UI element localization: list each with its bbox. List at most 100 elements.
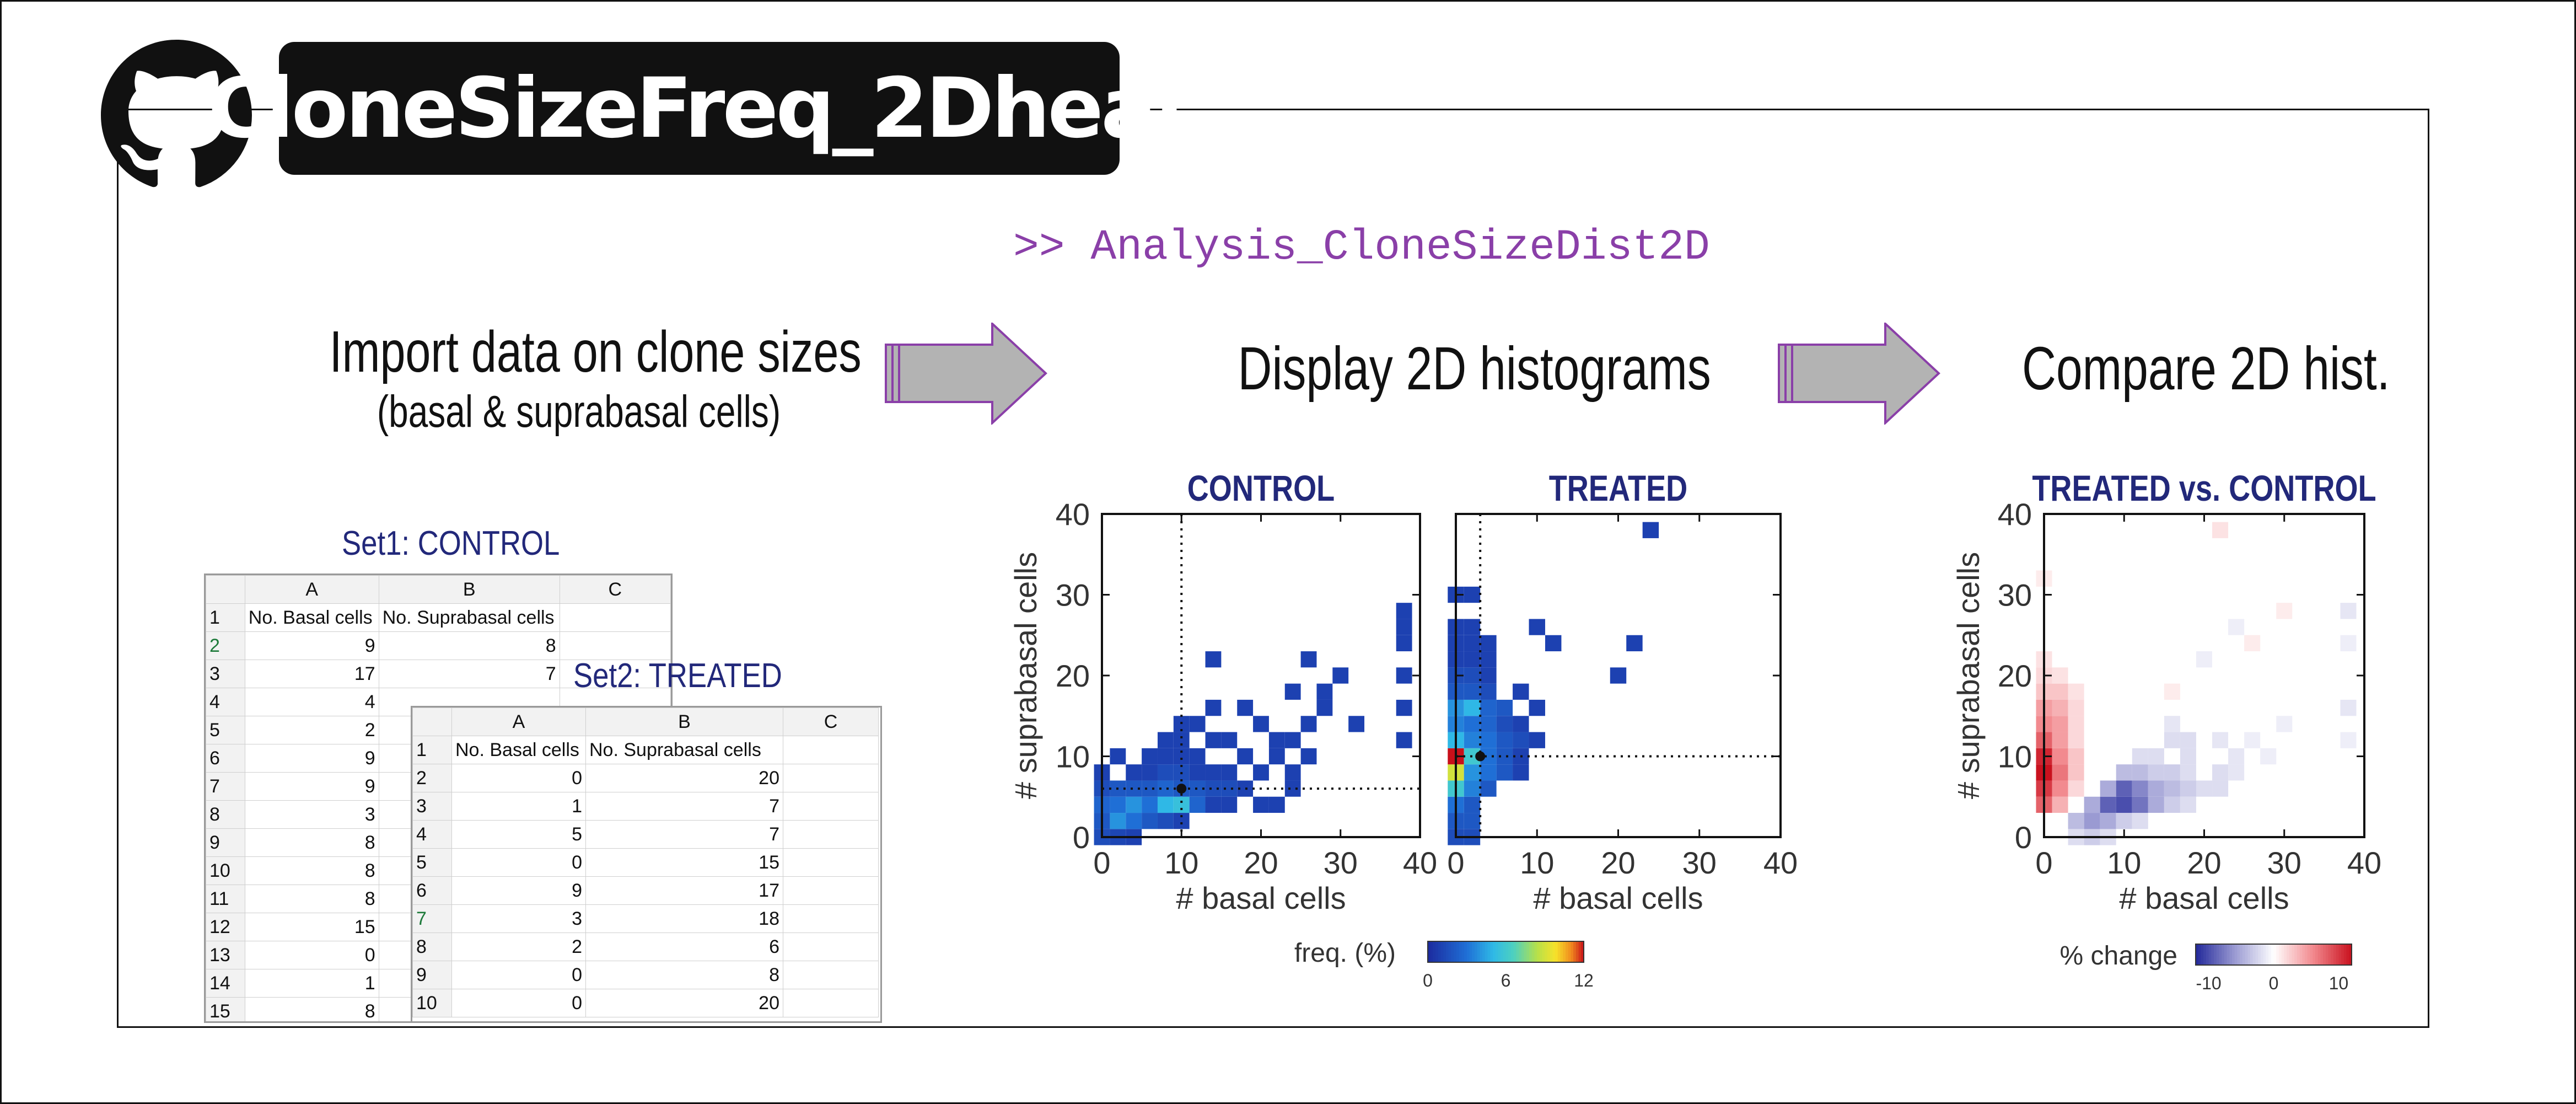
row-header[interactable]: 7: [412, 904, 452, 933]
heatmap-cell: [2148, 764, 2164, 781]
colorbar-tick-label: 12: [1574, 971, 1594, 990]
table-cell[interactable]: [783, 904, 879, 933]
row-header[interactable]: 10: [206, 856, 245, 885]
column-header[interactable]: C: [559, 575, 671, 604]
table-cell[interactable]: 2: [244, 716, 379, 744]
colorbar-segment: [2242, 944, 2246, 965]
heatmap-cell: [1480, 635, 1497, 652]
row-header[interactable]: 4: [412, 820, 452, 849]
table-cell[interactable]: [783, 820, 879, 849]
heatmap-cell: [1157, 732, 1174, 748]
table-cell[interactable]: 15: [244, 913, 379, 941]
row-header[interactable]: 4: [206, 688, 245, 716]
table-cell[interactable]: 7: [585, 820, 783, 849]
table-cell[interactable]: [783, 876, 879, 905]
table-cell[interactable]: No. Suprabasal cells: [585, 736, 783, 764]
column-header[interactable]: B: [378, 575, 560, 604]
table-cell[interactable]: 8: [244, 997, 379, 1021]
colorbar-label: % change: [2060, 941, 2178, 971]
column-header[interactable]: A: [451, 708, 586, 736]
table-cell[interactable]: 17: [585, 876, 783, 905]
table-cell[interactable]: [783, 932, 879, 961]
table-cell[interactable]: No. Basal cells: [451, 736, 586, 764]
heatmap-cell: [1464, 716, 1481, 732]
y-tick-label: 20: [1998, 658, 2032, 693]
table-cell[interactable]: 7: [585, 792, 783, 821]
table-cell[interactable]: 17: [244, 660, 379, 688]
heatmap-cell: [1529, 732, 1545, 748]
y-tick-label: 30: [1998, 578, 2032, 613]
table-cell[interactable]: 18: [585, 904, 783, 933]
colorbar-segment: [2292, 944, 2295, 965]
row-header[interactable]: 10: [412, 989, 452, 1017]
row-header[interactable]: 9: [206, 828, 245, 857]
heatmap-cell: [1126, 813, 1142, 829]
row-header[interactable]: 1: [412, 736, 452, 764]
table-cell[interactable]: [783, 764, 879, 792]
table-cell[interactable]: [559, 660, 671, 688]
row-header[interactable]: 8: [206, 800, 245, 829]
table-cell[interactable]: 9: [244, 772, 379, 801]
table-cell[interactable]: [559, 631, 671, 660]
row-header[interactable]: 8: [412, 932, 452, 961]
colorbar-tick-label: 0: [1423, 971, 1433, 990]
colorbar-segment: [1505, 941, 1509, 962]
table-cell[interactable]: 0: [451, 764, 586, 792]
heatmap-cell: [2116, 780, 2132, 797]
table-cell[interactable]: 5: [451, 820, 586, 849]
colorbar-segment: [2252, 944, 2256, 965]
corner-cell[interactable]: [206, 575, 245, 604]
row-header[interactable]: 2: [206, 631, 245, 660]
table-cell[interactable]: [783, 736, 879, 764]
table-cell[interactable]: 3: [244, 800, 379, 829]
table-cell[interactable]: 0: [451, 848, 586, 877]
heatmap-cell: [1221, 764, 1238, 781]
colorbar-segment: [1503, 941, 1507, 962]
heatmap-cell: [2084, 813, 2100, 829]
table-cell[interactable]: 20: [585, 764, 783, 792]
table-cell[interactable]: 7: [378, 660, 560, 688]
colorbar-segment: [1501, 941, 1504, 962]
corner-cell[interactable]: [412, 708, 452, 736]
table-cell[interactable]: 2: [451, 932, 586, 961]
row-header[interactable]: 3: [412, 792, 452, 821]
table-cell[interactable]: No. Suprabasal cells: [378, 603, 560, 632]
colorbar-segment: [2294, 944, 2298, 965]
colorbar-segment: [1545, 941, 1548, 962]
table-cell[interactable]: 20: [585, 989, 783, 1017]
x-tick-label: 0: [2035, 845, 2052, 880]
heatmap-cell: [2116, 796, 2132, 813]
heatmap-cell: [2340, 603, 2357, 619]
table-cell[interactable]: No. Basal cells: [244, 603, 379, 632]
row-header[interactable]: 2: [412, 764, 452, 792]
table-cell[interactable]: 8: [585, 961, 783, 989]
heatmap-cell: [1513, 716, 1529, 732]
row-header[interactable]: 5: [412, 848, 452, 877]
table-cell[interactable]: 9: [244, 631, 379, 660]
heatmap-cell: [1157, 748, 1174, 765]
row-header[interactable]: 5: [206, 716, 245, 744]
colorbar-segment: [2271, 944, 2274, 965]
column-header[interactable]: A: [244, 575, 379, 604]
row-header[interactable]: 12: [206, 913, 245, 941]
heatmap-cell: [1464, 780, 1481, 797]
set2-label: Set2: TREATED: [573, 657, 782, 695]
heatmap-cell: [1284, 764, 1301, 781]
row-header[interactable]: 3: [206, 660, 245, 688]
row-header[interactable]: 14: [206, 969, 245, 998]
heatmap-cell: [2068, 699, 2084, 716]
table-cell[interactable]: 0: [451, 989, 586, 1017]
colorbar-segment: [2338, 944, 2342, 965]
table-cell[interactable]: 6: [585, 932, 783, 961]
heatmap-cell: [2068, 764, 2084, 781]
table-cell[interactable]: 4: [244, 688, 379, 716]
table-cell[interactable]: 9: [451, 876, 586, 905]
row-header[interactable]: 15: [206, 997, 245, 1021]
heatmap-cell: [2164, 764, 2180, 781]
table-cell[interactable]: [783, 989, 879, 1017]
column-header[interactable]: C: [783, 708, 879, 736]
table-cell[interactable]: [783, 961, 879, 989]
colorbar-tick-label: 6: [1501, 971, 1511, 990]
table-cell[interactable]: 1: [451, 792, 586, 821]
row-header[interactable]: 6: [206, 744, 245, 773]
